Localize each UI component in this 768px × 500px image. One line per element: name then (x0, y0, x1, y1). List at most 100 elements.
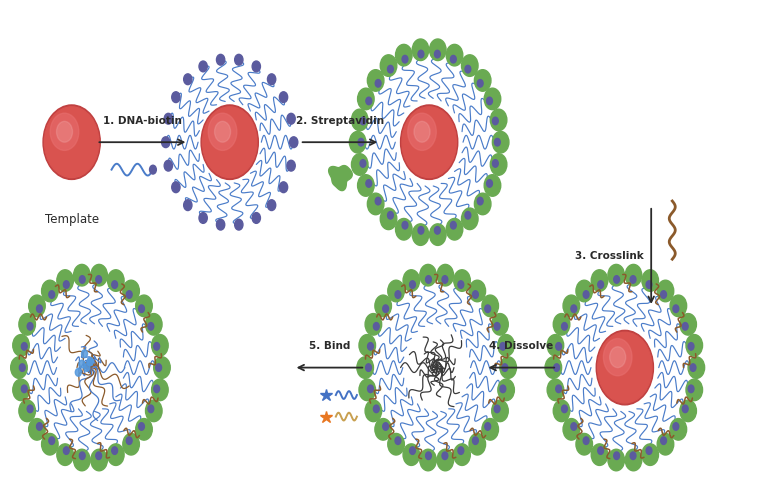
Circle shape (608, 449, 624, 471)
Circle shape (358, 138, 364, 146)
Circle shape (435, 50, 440, 58)
Circle shape (154, 357, 170, 378)
Circle shape (367, 193, 384, 214)
Circle shape (150, 165, 157, 174)
Circle shape (148, 405, 154, 412)
Circle shape (429, 224, 446, 246)
Circle shape (418, 50, 424, 58)
Circle shape (290, 137, 298, 147)
Circle shape (502, 364, 508, 372)
Text: 1. DNA-biotin: 1. DNA-biotin (103, 116, 182, 126)
Circle shape (287, 114, 295, 124)
Circle shape (108, 270, 124, 291)
Circle shape (79, 360, 85, 368)
Circle shape (420, 264, 436, 286)
Circle shape (690, 364, 696, 372)
Circle shape (217, 220, 225, 230)
Circle shape (136, 295, 152, 316)
Circle shape (368, 385, 373, 392)
Circle shape (625, 449, 642, 471)
Circle shape (556, 342, 561, 350)
Circle shape (267, 200, 276, 210)
Circle shape (420, 449, 436, 471)
Circle shape (614, 452, 620, 460)
Circle shape (446, 218, 463, 240)
Circle shape (84, 364, 90, 372)
Circle shape (686, 334, 703, 356)
Circle shape (646, 447, 652, 454)
Circle shape (81, 350, 88, 358)
Circle shape (571, 422, 577, 430)
Circle shape (214, 122, 230, 142)
Circle shape (660, 437, 667, 444)
Circle shape (412, 39, 429, 60)
Circle shape (151, 334, 168, 356)
Circle shape (631, 276, 636, 283)
Circle shape (598, 332, 652, 403)
Circle shape (88, 358, 93, 366)
Circle shape (49, 437, 55, 444)
Circle shape (138, 305, 144, 312)
Circle shape (429, 39, 446, 60)
Circle shape (74, 264, 90, 286)
Circle shape (500, 342, 506, 350)
Circle shape (388, 280, 404, 302)
Circle shape (686, 379, 703, 400)
Circle shape (500, 357, 516, 378)
Circle shape (208, 113, 237, 150)
Circle shape (608, 264, 624, 286)
Circle shape (27, 322, 33, 330)
Circle shape (252, 61, 260, 72)
Circle shape (591, 270, 607, 291)
Circle shape (267, 74, 276, 85)
Circle shape (396, 218, 412, 240)
Circle shape (388, 212, 393, 219)
Circle shape (482, 418, 498, 440)
Circle shape (642, 270, 658, 291)
Circle shape (477, 80, 483, 87)
Circle shape (425, 452, 432, 460)
Circle shape (462, 55, 478, 76)
Circle shape (19, 400, 35, 421)
Circle shape (673, 305, 679, 312)
Circle shape (492, 132, 509, 153)
Polygon shape (329, 166, 353, 190)
Circle shape (79, 452, 85, 460)
Circle shape (487, 97, 492, 104)
Circle shape (402, 107, 456, 178)
Circle shape (164, 160, 173, 171)
Circle shape (287, 160, 295, 171)
Circle shape (437, 449, 454, 471)
Circle shape (598, 447, 604, 454)
Circle shape (357, 357, 373, 378)
Circle shape (688, 342, 694, 350)
Circle shape (91, 264, 108, 286)
Circle shape (657, 434, 674, 455)
Circle shape (547, 379, 564, 400)
Circle shape (154, 342, 160, 350)
Circle shape (576, 280, 592, 302)
Circle shape (490, 109, 507, 130)
Circle shape (469, 280, 485, 302)
Circle shape (451, 56, 456, 63)
Circle shape (199, 61, 207, 72)
Circle shape (402, 56, 408, 63)
Circle shape (45, 107, 99, 178)
Circle shape (96, 452, 101, 460)
Circle shape (482, 295, 498, 316)
Circle shape (583, 291, 589, 298)
Text: Template: Template (45, 213, 99, 226)
Circle shape (136, 418, 152, 440)
Circle shape (366, 364, 372, 372)
Circle shape (492, 400, 508, 421)
Circle shape (22, 342, 27, 350)
Circle shape (454, 444, 470, 466)
Circle shape (500, 385, 506, 392)
Circle shape (41, 434, 58, 455)
Circle shape (359, 379, 376, 400)
Circle shape (380, 208, 397, 230)
Circle shape (614, 276, 620, 283)
Circle shape (414, 122, 430, 142)
Text: 4. Dissolve: 4. Dissolve (489, 341, 554, 351)
Circle shape (680, 314, 697, 335)
